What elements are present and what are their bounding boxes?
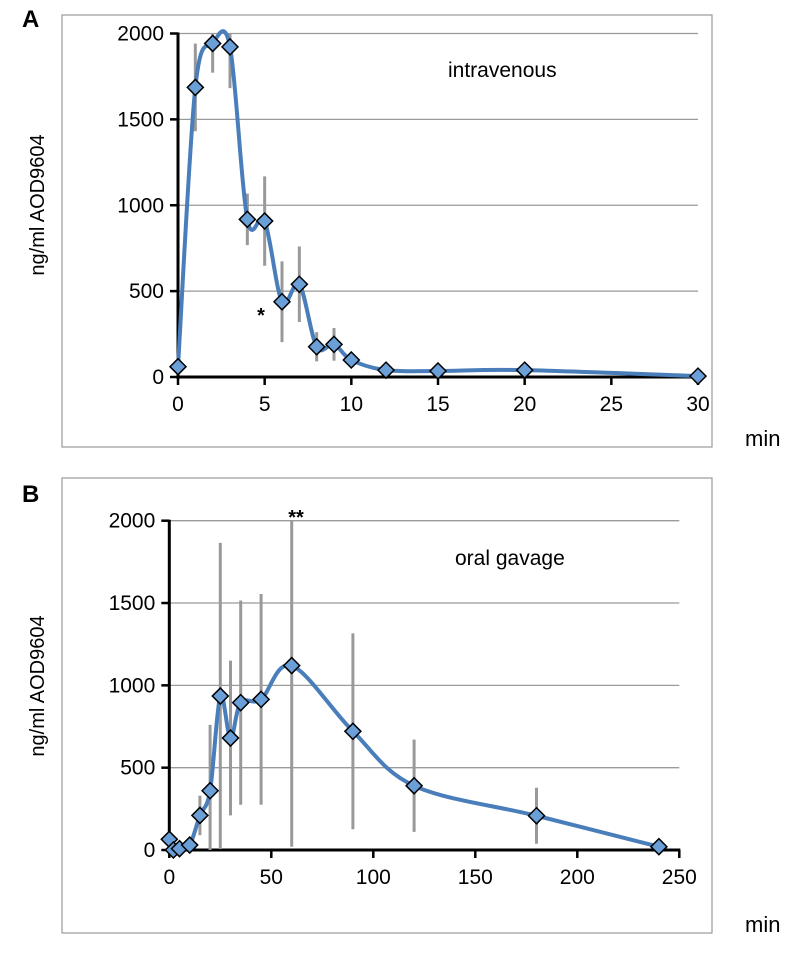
x-axis-label: min xyxy=(745,426,780,451)
y-tick-label: 1000 xyxy=(117,194,164,217)
x-tick-label: 100 xyxy=(356,866,391,889)
data-point xyxy=(282,656,301,675)
data-point xyxy=(220,37,240,56)
data-point xyxy=(201,781,220,800)
x-tick-label: 5 xyxy=(259,393,271,416)
x-tick-label: 0 xyxy=(172,393,184,416)
y-tick-label: 500 xyxy=(120,757,155,780)
y-tick-label: 500 xyxy=(129,280,164,303)
x-tick-label: 0 xyxy=(163,866,175,889)
data-point xyxy=(342,350,361,370)
y-tick-label: 0 xyxy=(144,839,156,862)
x-tick-label: 250 xyxy=(662,866,697,889)
x-tick-label: 150 xyxy=(458,866,493,889)
x-tick-label: 25 xyxy=(600,393,623,416)
data-point xyxy=(376,361,396,380)
data-point xyxy=(527,806,546,825)
y-tick-label: 2000 xyxy=(117,23,164,46)
data-point xyxy=(428,361,448,381)
x-tick-label: 15 xyxy=(426,393,449,416)
panel-label: B xyxy=(22,481,39,508)
x-tick-label: 20 xyxy=(513,393,536,416)
data-point xyxy=(405,776,424,795)
data-point xyxy=(272,292,292,311)
data-point xyxy=(515,361,534,380)
y-tick-label: 1500 xyxy=(117,108,164,131)
y-tick-label: 0 xyxy=(152,366,164,389)
y-tick-label: 1000 xyxy=(109,674,156,697)
data-point xyxy=(203,34,222,53)
x-axis-label: min xyxy=(745,912,780,937)
data-point xyxy=(238,210,257,229)
data-point xyxy=(168,357,188,376)
y-axis-label: ng/ml AOD9604 xyxy=(27,615,49,756)
panel-b-frame xyxy=(61,477,713,934)
data-point xyxy=(211,686,230,706)
significance-marker: * xyxy=(257,305,265,327)
data-point xyxy=(231,693,250,712)
x-tick-label: 50 xyxy=(260,866,283,889)
series-annotation: oral gavage xyxy=(455,547,565,570)
data-point xyxy=(190,806,209,825)
panel-label: A xyxy=(22,6,39,33)
data-point xyxy=(255,211,274,231)
data-point xyxy=(649,837,668,856)
y-tick-label: 2000 xyxy=(109,510,156,533)
data-point xyxy=(688,367,708,386)
data-point xyxy=(343,722,362,741)
x-tick-label: 30 xyxy=(686,393,709,416)
data-point xyxy=(252,690,271,709)
data-point xyxy=(324,335,344,354)
x-tick-label: 10 xyxy=(340,393,363,416)
data-point xyxy=(186,78,205,97)
y-tick-label: 1500 xyxy=(109,592,156,615)
y-axis-label: ng/ml AOD9604 xyxy=(27,134,49,275)
data-point xyxy=(180,835,199,855)
significance-marker: ** xyxy=(288,507,304,529)
x-tick-label: 200 xyxy=(560,866,595,889)
data-point xyxy=(307,337,326,356)
data-point xyxy=(221,728,240,748)
series-annotation: intravenous xyxy=(448,59,557,82)
data-point xyxy=(290,275,309,294)
